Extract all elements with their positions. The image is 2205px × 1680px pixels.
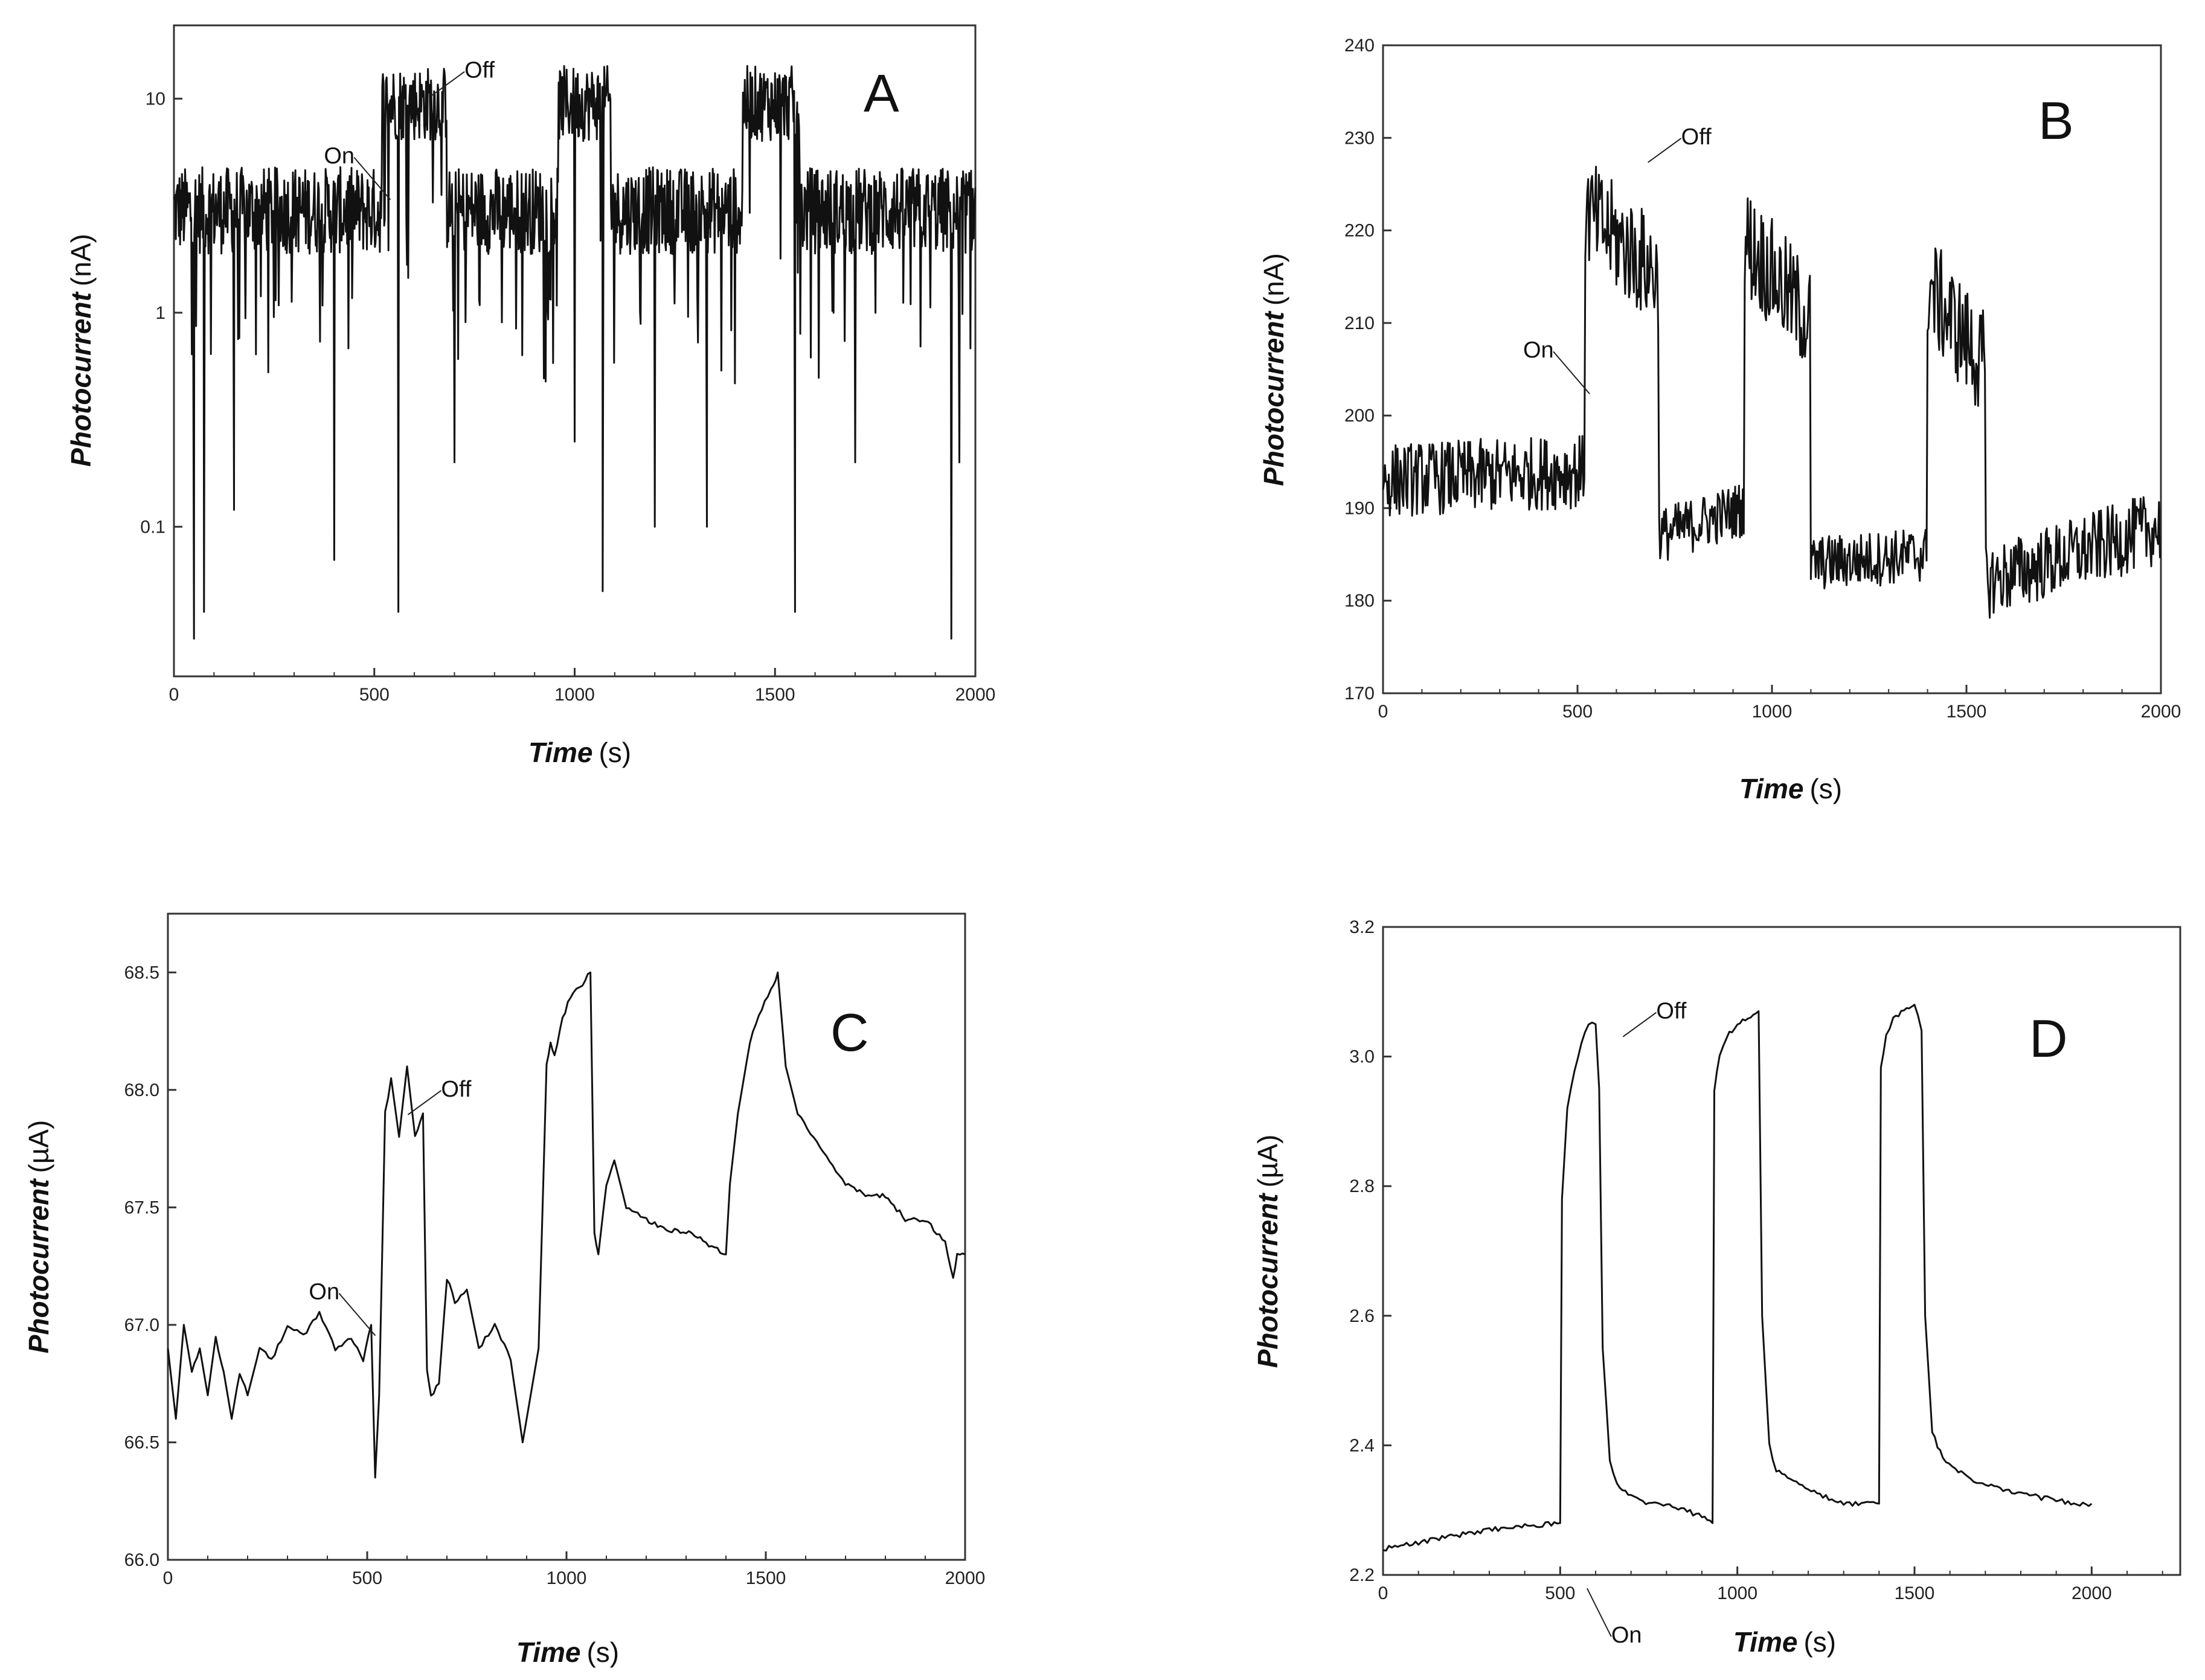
- y-tick-label: 68.5: [124, 963, 159, 983]
- y-tick-label: 2.4: [1349, 1435, 1375, 1455]
- y-tick-label: 3.0: [1349, 1047, 1375, 1067]
- y-tick-label: 66.0: [124, 1550, 159, 1570]
- annotation-arrow: [1586, 1588, 1612, 1637]
- y-tick-label: 3.2: [1349, 917, 1375, 937]
- series-line: [1382, 165, 2161, 619]
- panel-letter: A: [864, 63, 899, 123]
- x-tick-label: 0: [1378, 1583, 1388, 1603]
- x-tick-label: 0: [1378, 702, 1388, 722]
- y-tick-label: 170: [1344, 684, 1375, 704]
- annotation-arrow: [431, 71, 465, 97]
- y-axis-unit: (µA): [23, 1120, 54, 1173]
- annotation-arrow: [1648, 138, 1682, 163]
- panel-letter: D: [2029, 1008, 2068, 1068]
- y-tick-label: 180: [1344, 591, 1375, 611]
- x-axis-unit: (s): [1809, 773, 1842, 804]
- annotation-label: On: [309, 1280, 339, 1305]
- panel-C: 0 500 1000 1500 2000 66.0 66.5 67.0 67.5 68.0 68.5…: [23, 912, 986, 1668]
- y-tick-label: 1: [155, 303, 165, 323]
- x-tick-label: 500: [1562, 702, 1593, 722]
- series-line: [167, 971, 966, 1479]
- panel-A: 0 500 1000 1500 2000 0.1 1 10 Time (s) Photocurren…: [65, 24, 996, 768]
- y-tick-label: 0.1: [140, 517, 165, 537]
- y-tick-label: 10: [146, 89, 165, 109]
- annotation-label: On: [1611, 1623, 1642, 1648]
- plot-frame: [1382, 926, 2181, 1576]
- x-axis-unit: (s): [586, 1637, 619, 1668]
- x-tick-label: 500: [1545, 1583, 1575, 1603]
- panel-letter: B: [2038, 91, 2074, 150]
- x-tick-label: 1000: [547, 1568, 587, 1588]
- y-tick-label: 66.5: [124, 1432, 159, 1452]
- y-tick-label: 190: [1344, 498, 1375, 518]
- x-tick-label: 2000: [2072, 1583, 2112, 1603]
- annotation-arrow: [1622, 1012, 1657, 1037]
- y-tick-label: 2.2: [1349, 1565, 1375, 1585]
- y-tick-label: 240: [1344, 36, 1375, 56]
- panel-D: 0 500 1000 1500 2000 2.2 2.4 2.6 2.8 3.0 3.2 Time (s…: [1252, 917, 2181, 1658]
- x-axis-title: Time: [528, 737, 593, 768]
- y-tick-label: 2.6: [1349, 1306, 1375, 1326]
- y-axis-label: Photocurrent (µA): [23, 1120, 54, 1354]
- y-axis-label: Photocurrent (µA): [1252, 1135, 1283, 1368]
- x-tick-label: 2000: [945, 1568, 986, 1588]
- y-axis-unit: (µA): [1252, 1135, 1283, 1188]
- y-tick-label: 2.8: [1349, 1176, 1375, 1196]
- annotation-arrow: [353, 156, 391, 200]
- x-axis-label: Time (s): [1739, 773, 1842, 804]
- x-tick-label: 0: [163, 1568, 173, 1588]
- x-axis-title: Time: [1739, 773, 1804, 804]
- y-axis-label: Photocurrent (nA): [1258, 253, 1289, 486]
- y-axis-unit: (nA): [1258, 253, 1289, 306]
- x-axis-label: Time (s): [516, 1637, 619, 1668]
- y-tick-label: 67.5: [124, 1197, 159, 1217]
- panel-letter: C: [830, 1002, 869, 1062]
- x-tick-label: 1000: [1752, 702, 1793, 722]
- x-tick-label: 1500: [1895, 1583, 1935, 1603]
- annotation-label: Off: [441, 1077, 471, 1102]
- x-axis-unit: (s): [599, 737, 631, 768]
- annotation-label: Off: [1681, 124, 1712, 150]
- annotation-label: Off: [1656, 999, 1686, 1024]
- y-tick-label: 67.0: [124, 1315, 159, 1335]
- y-axis-title: Photocurrent: [1252, 1193, 1283, 1368]
- series-line: [173, 65, 977, 640]
- annotation-arrow: [338, 1293, 376, 1336]
- x-tick-label: 1000: [554, 685, 595, 705]
- x-tick-label: 2000: [2141, 702, 2181, 722]
- y-tick-label: 68.0: [124, 1080, 159, 1100]
- panel-B: 0 500 1000 1500 2000 170 180 190 200 210 220 230 240…: [1258, 36, 2181, 804]
- series-line: [1382, 1004, 2093, 1552]
- y-tick-label: 230: [1344, 128, 1375, 148]
- y-axis-label: Photocurrent (nA): [65, 234, 97, 467]
- x-tick-label: 500: [352, 1568, 382, 1588]
- x-tick-label: 1500: [1947, 702, 1987, 722]
- x-axis-title: Time: [516, 1637, 581, 1668]
- x-tick-label: 1500: [746, 1568, 786, 1588]
- annotation-arrow: [407, 1090, 441, 1115]
- y-axis-unit: (nA): [65, 234, 97, 286]
- annotation-label: Off: [464, 58, 495, 83]
- x-tick-label: 1500: [755, 685, 795, 705]
- x-axis-label: Time (s): [1733, 1626, 1836, 1658]
- x-axis-unit: (s): [1803, 1626, 1836, 1658]
- x-tick-label: 1000: [1717, 1583, 1757, 1603]
- y-axis-title: Photocurrent: [1258, 310, 1289, 486]
- x-tick-label: 2000: [955, 685, 996, 705]
- y-axis-title: Photocurrent: [23, 1178, 54, 1353]
- x-tick-label: 0: [169, 685, 179, 705]
- y-tick-label: 220: [1344, 221, 1375, 241]
- x-axis-label: Time (s): [528, 737, 631, 768]
- annotation-label: On: [324, 144, 355, 169]
- annotation-label: On: [1523, 338, 1554, 363]
- x-tick-label: 500: [359, 685, 390, 705]
- y-tick-label: 200: [1344, 406, 1375, 426]
- y-tick-label: 210: [1344, 313, 1375, 333]
- y-axis-title: Photocurrent: [65, 291, 97, 466]
- annotation-arrow: [1553, 351, 1590, 394]
- x-axis-title: Time: [1733, 1626, 1798, 1658]
